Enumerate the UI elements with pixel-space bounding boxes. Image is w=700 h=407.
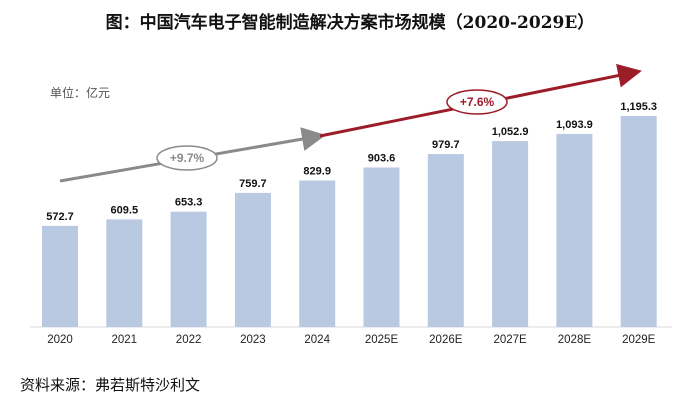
- unit-label: 单位：亿元: [50, 86, 111, 100]
- bar-2022: [170, 211, 207, 327]
- data-label-2026E: 979.7: [432, 139, 460, 151]
- growth-bubble-gray: [156, 145, 218, 171]
- data-label-2021: 609.5: [111, 204, 139, 216]
- x-tick-2020: 2020: [47, 334, 73, 346]
- bar-2026E: [427, 154, 464, 327]
- x-tick-2027E: 2027E: [493, 334, 527, 346]
- growth-label-gray: +9.7%: [170, 151, 205, 165]
- x-tick-2022: 2022: [176, 334, 202, 346]
- bar-2025E: [363, 167, 400, 327]
- data-label-2024: 829.9: [303, 166, 331, 178]
- data-label-2025E: 903.6: [368, 152, 396, 164]
- data-label-2029E: 1,195.3: [620, 101, 657, 113]
- data-label-2020: 572.7: [46, 211, 74, 223]
- bar-2020: [42, 225, 78, 327]
- source-note: 资料来源：弗若斯特沙利文: [20, 376, 201, 394]
- bar-2028E: [556, 133, 593, 327]
- x-tick-2025E: 2025E: [365, 334, 399, 346]
- bar-chart: 572.7 2020 609.5 2021 653.3 2022 759.7 2023 829.…: [30, 63, 672, 346]
- data-label-2028E: 1,093.9: [556, 119, 593, 131]
- data-label-2027E: 1,052.9: [492, 126, 529, 138]
- x-tick-2023: 2023: [240, 334, 266, 346]
- data-label-2022: 653.3: [175, 197, 203, 209]
- x-tick-2026E: 2026E: [429, 334, 463, 346]
- bar-2021: [106, 219, 143, 327]
- data-label-2023: 759.7: [239, 178, 267, 190]
- bar-2024: [299, 180, 336, 327]
- x-tick-2021: 2021: [112, 334, 138, 346]
- bar-2029E: [620, 116, 657, 327]
- chart-title: 图：中国汽车电子智能制造解决方案市场规模（2020-2029E）: [105, 13, 595, 33]
- bar-2027E: [492, 141, 529, 327]
- growth-label-red: +7.6%: [460, 95, 495, 109]
- x-tick-2029E: 2029E: [622, 334, 656, 346]
- x-tick-2028E: 2028E: [558, 334, 592, 346]
- bar-2023: [234, 192, 271, 327]
- growth-bubble-red: [446, 89, 508, 115]
- x-tick-2024: 2024: [304, 334, 330, 346]
